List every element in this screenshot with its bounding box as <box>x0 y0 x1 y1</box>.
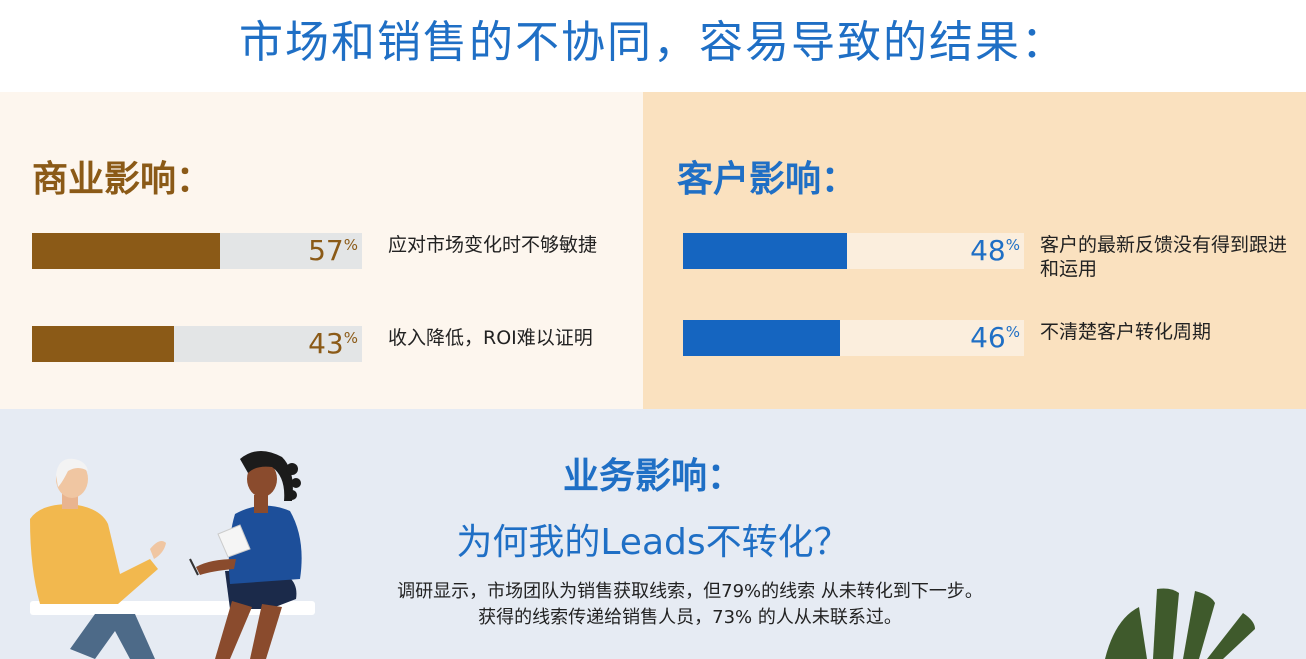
stat-percentage: 43% <box>308 326 358 362</box>
stat-label: 应对市场变化时不够敏捷 <box>388 234 598 256</box>
stat-percentage: 48% <box>970 233 1020 269</box>
stat-label: 收入降低，ROI难以证明 <box>388 327 593 349</box>
stat-value: 43 <box>308 327 344 360</box>
stat-value: 57 <box>308 234 344 267</box>
stat-value: 46 <box>970 321 1006 354</box>
stat-bar-track: 46% <box>683 320 1024 356</box>
customer-impact-panel: 客户影响： 48% 客户的最新反馈没有得到跟进和运用 46% 不清楚客户转化周期 <box>643 92 1306 409</box>
operations-impact-section: 业务影响： 为何我的Leads不转化？ 调研显示，市场团队为销售获取线索，但79… <box>0 409 1306 659</box>
plant-leaves-illustration <box>1105 588 1255 659</box>
business-impact-heading: 商业影响： <box>32 159 213 200</box>
stat-bar-fill <box>683 320 840 356</box>
stat-unit: % <box>343 236 358 254</box>
business-impact-panel: 商业影响： 57% 应对市场变化时不够敏捷 43% 收入降低，ROI难以证明 <box>0 92 643 409</box>
body-line: 获得的线索传递给销售人员，73% 的人从未联系过。 <box>478 607 902 628</box>
stat-bar-fill <box>32 326 174 362</box>
business-stat-agility: 57% 应对市场变化时不够敏捷 <box>0 233 643 283</box>
customer-stat-cycle: 46% 不清楚客户转化周期 <box>643 320 1286 370</box>
stat-percentage: 57% <box>308 233 358 269</box>
stat-value: 48 <box>970 234 1006 267</box>
page-title: 市场和销售的不协同，容易导致的结果： <box>239 17 1067 68</box>
stat-bar-track: 43% <box>32 326 362 362</box>
customer-stat-feedback: 48% 客户的最新反馈没有得到跟进和运用 <box>643 233 1287 283</box>
stat-label: 客户的最新反馈没有得到跟进和运用 <box>1040 234 1288 280</box>
stat-unit: % <box>1005 323 1020 341</box>
business-stat-revenue: 43% 收入降低，ROI难以证明 <box>0 326 643 376</box>
people-talking-illustration <box>30 450 315 659</box>
operations-impact-body: 调研显示，市场团队为销售获取线索，但79%的线索 从未转化到下一步。 获得的线索… <box>0 579 1306 631</box>
stat-bar-fill <box>683 233 847 269</box>
stat-label: 不清楚客户转化周期 <box>1040 321 1212 343</box>
stat-bar-track: 48% <box>683 233 1024 269</box>
body-line: 调研显示，市场团队为销售获取线索，但79%的线索 从未转化到下一步。 <box>397 581 983 602</box>
customer-impact-heading: 客户影响： <box>677 159 858 200</box>
stat-unit: % <box>343 329 358 347</box>
stat-bar-fill <box>32 233 221 269</box>
stat-bar-track: 57% <box>32 233 362 269</box>
operations-impact-heading: 业务影响： <box>562 456 743 497</box>
stat-percentage: 46% <box>970 320 1020 356</box>
stat-unit: % <box>1005 236 1020 254</box>
operations-impact-subheading: 为何我的Leads不转化？ <box>456 522 850 563</box>
